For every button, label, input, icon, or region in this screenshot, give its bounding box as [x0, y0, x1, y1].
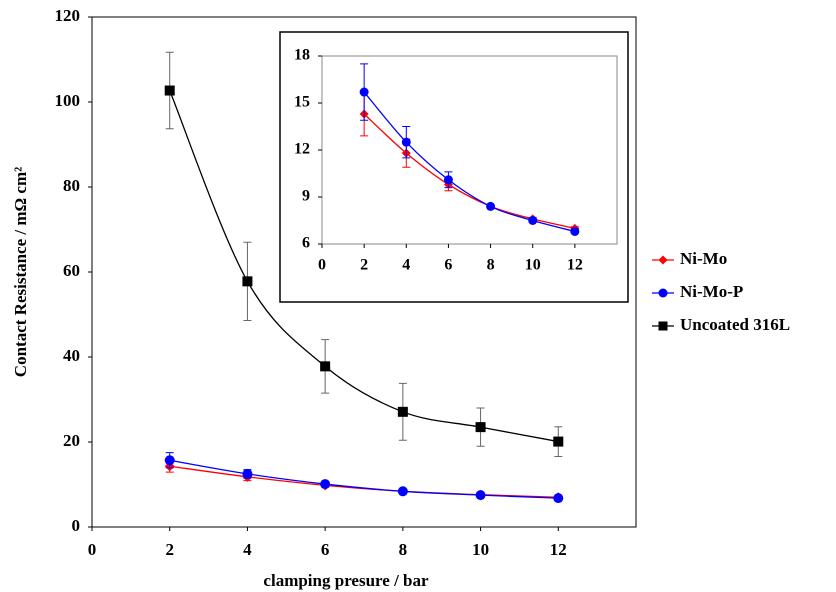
marker: [401, 137, 411, 147]
series-line: [169, 459, 559, 499]
legend-label: Ni-Mo: [680, 249, 727, 268]
y-tick-label: 12: [294, 141, 310, 158]
marker: [164, 85, 175, 96]
legend-label: Uncoated 316L: [680, 315, 790, 334]
marker: [658, 321, 668, 331]
x-tick-label: 10: [525, 257, 541, 274]
y-tick-label: 15: [294, 94, 310, 111]
y-tick-label: 60: [63, 261, 80, 280]
marker: [475, 422, 486, 433]
marker: [486, 201, 496, 211]
marker: [242, 468, 253, 479]
x-tick-label: 6: [444, 257, 452, 274]
marker: [242, 276, 253, 287]
marker: [397, 486, 408, 497]
y-tick-label: 6: [302, 235, 310, 252]
y-tick-label: 100: [55, 91, 81, 110]
x-tick-label: 4: [402, 257, 410, 274]
legend-label: Ni-Mo-P: [680, 282, 743, 301]
y-tick-label: 20: [63, 431, 80, 450]
marker: [553, 436, 564, 447]
y-tick-label: 80: [63, 176, 80, 195]
y-axis-label: Contact Resistance / mΩ cm²: [11, 167, 30, 377]
x-tick-label: 2: [360, 257, 368, 274]
x-axis-label: clamping presure / bar: [263, 571, 429, 590]
marker: [658, 288, 668, 298]
x-tick-label: 12: [567, 257, 583, 274]
marker: [320, 479, 331, 490]
x-tick-label: 12: [550, 540, 567, 559]
x-tick-label: 8: [487, 257, 495, 274]
marker: [570, 226, 580, 236]
y-tick-label: 120: [55, 6, 81, 25]
y-tick-label: 0: [72, 516, 81, 535]
marker: [443, 175, 453, 185]
y-tick-label: 40: [63, 346, 80, 365]
y-tick-label: 9: [302, 188, 310, 205]
x-tick-label: 0: [88, 540, 97, 559]
x-tick-label: 8: [399, 540, 408, 559]
marker: [528, 216, 538, 225]
marker: [359, 87, 369, 97]
marker: [164, 455, 175, 466]
x-tick-label: 4: [243, 540, 252, 559]
marker: [320, 361, 331, 372]
inset-frame: [279, 31, 629, 303]
marker: [397, 406, 408, 417]
x-tick-label: 2: [165, 540, 174, 559]
y-tick-label: 18: [294, 47, 310, 64]
marker: [475, 490, 486, 501]
x-tick-label: 6: [321, 540, 330, 559]
x-tick-label: 10: [472, 540, 489, 559]
x-tick-label: 0: [318, 257, 326, 274]
marker: [553, 493, 564, 504]
marker: [658, 255, 668, 265]
